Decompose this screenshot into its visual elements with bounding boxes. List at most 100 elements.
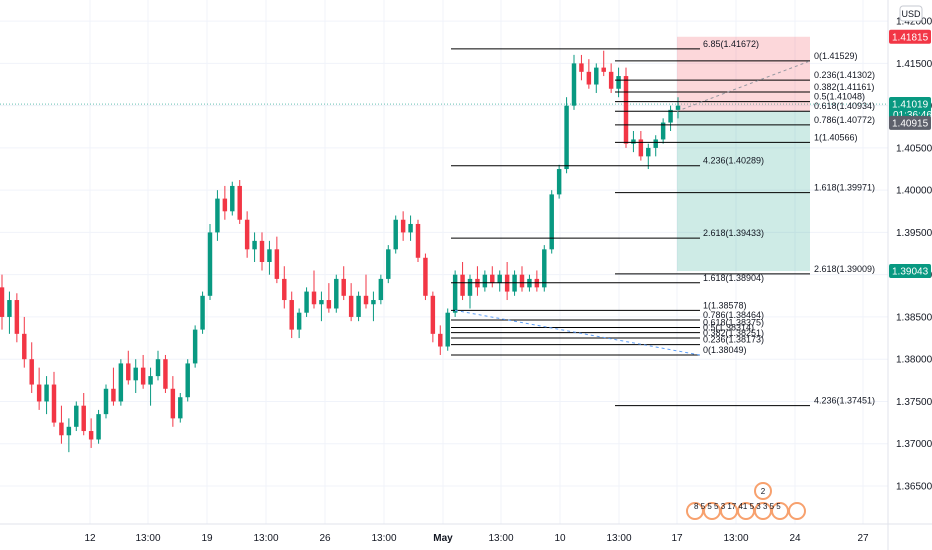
candle-body	[36, 384, 42, 402]
price-badge	[889, 264, 931, 279]
candle-body	[88, 431, 94, 440]
candle-body	[66, 426, 72, 436]
y-tick-label: 1.40500	[896, 143, 932, 154]
candle-body	[408, 223, 413, 233]
time-axis[interactable]: 12 13:00 19 13:00 26 13:00 May 13:00 10 13:00 17 13…	[0, 523, 932, 544]
candle-body	[51, 384, 57, 423]
fib-level-label: 0.5(1.41048)	[814, 92, 865, 102]
price-badge	[889, 97, 931, 122]
event-flag-icon[interactable]	[788, 502, 806, 520]
y-tick-label: 1.38000	[896, 355, 932, 366]
x-tick-label: 24	[789, 533, 801, 544]
candle-body	[230, 185, 235, 212]
candle-body	[319, 300, 324, 305]
y-tick-label: 1.41500	[896, 59, 932, 70]
candle-body	[586, 71, 592, 85]
candle-body	[497, 274, 502, 284]
candle-body	[608, 71, 614, 89]
candle-body	[237, 185, 242, 220]
candle-body	[646, 147, 651, 157]
candle-body	[222, 198, 228, 212]
candle-body	[22, 333, 27, 360]
candle-body	[326, 300, 332, 309]
reward-zone[interactable]	[677, 111, 810, 272]
candle-body	[556, 169, 562, 195]
candle-body	[296, 312, 302, 330]
fib-level-label: 0.786(1.40772)	[814, 115, 875, 125]
candle-body	[653, 139, 658, 148]
x-tick-label: 13:00	[135, 533, 160, 544]
candle-body	[252, 240, 257, 250]
candle-body	[267, 249, 272, 262]
y-tick-label: 1.42000	[896, 17, 932, 28]
short-position-tool[interactable]	[677, 36, 810, 272]
event-counts: 8 5 5 5 3 17 41 5 3 3 5 5	[694, 502, 781, 511]
candle-body	[81, 405, 86, 432]
candle-body	[623, 76, 629, 144]
currency-button[interactable]	[899, 5, 923, 22]
fib-level-label: 4.236(1.40289)	[703, 156, 764, 166]
candle-body	[631, 139, 636, 144]
x-tick-label: 13:00	[488, 533, 513, 544]
candle-body	[386, 249, 391, 279]
fib-level-label: 0.618(1.38375)	[703, 318, 764, 328]
fib-level-label: 1.618(1.38904)	[703, 273, 764, 283]
x-tick-label: 10	[554, 533, 566, 544]
candle-body	[111, 388, 116, 402]
candle-body	[311, 291, 317, 305]
candle-body	[445, 312, 450, 347]
y-tick-label: 1.38500	[896, 312, 932, 323]
fib-level-label: 0.382(1.38251)	[703, 328, 764, 338]
fib-level-label: 0.786(1.38464)	[703, 310, 764, 320]
candle-body	[133, 367, 138, 381]
fib-level-label: 0.236(1.41302)	[814, 70, 875, 80]
candle-body	[44, 384, 49, 402]
y-tick-label: 1.37500	[896, 397, 932, 408]
candle-body	[363, 295, 369, 305]
candle-body	[274, 249, 280, 279]
price-axis[interactable]: 1.420001.415001.410001.405001.400001.395…	[887, 0, 932, 550]
candle-body	[59, 422, 64, 436]
fib-level-label: 2.618(1.39009)	[814, 264, 875, 274]
candle-body	[579, 63, 584, 72]
candle-body	[675, 105, 681, 110]
candle-body	[415, 223, 421, 258]
price-badge-label: 1.41019	[892, 100, 929, 111]
candle-body	[192, 329, 198, 364]
candle-body	[348, 295, 354, 317]
candle-body	[616, 76, 621, 89]
y-tick-label: 1.37000	[896, 439, 932, 450]
candle-body	[467, 278, 473, 296]
fibonacci-tools[interactable]: 4.236(1.40289) 2.618(1.39433) 1.618(1.3890…	[451, 39, 875, 407]
x-tick-label: 26	[319, 533, 331, 544]
fib-level-label: 1(1.40566)	[814, 132, 858, 142]
candle-body	[334, 278, 339, 309]
economic-events[interactable]: 2 8 5 5 5 3 17 41 5 3 3 5 5	[686, 482, 806, 520]
y-tick-label: 1.39500	[896, 228, 932, 239]
candle-body	[356, 295, 361, 317]
candle-body	[289, 300, 294, 330]
candlestick-series	[0, 50, 681, 453]
fib-level-label: 6.85(1.41672)	[703, 39, 759, 49]
candle-body	[14, 300, 20, 334]
x-tick-label: 12	[84, 533, 96, 544]
candle-body	[393, 219, 398, 250]
candle-body	[0, 287, 5, 317]
x-tick-label: 13:00	[371, 533, 396, 544]
candle-body	[430, 295, 436, 334]
candle-body	[74, 405, 79, 427]
y-tick-label: 1.36500	[896, 481, 932, 492]
price-badge-label: 1.41815	[892, 32, 929, 43]
price-badge-label: 1.39043	[892, 267, 929, 278]
candle-body	[178, 397, 183, 419]
candle-body	[423, 257, 428, 296]
fib-level-label: 0.618(1.40934)	[814, 101, 875, 111]
x-tick-label: 17	[671, 533, 683, 544]
candle-body	[519, 274, 525, 288]
candle-body	[259, 240, 265, 262]
candle-body	[140, 367, 146, 385]
candle-body	[185, 363, 190, 398]
event-flag-icon[interactable]	[754, 482, 772, 500]
candle-body	[126, 363, 131, 381]
